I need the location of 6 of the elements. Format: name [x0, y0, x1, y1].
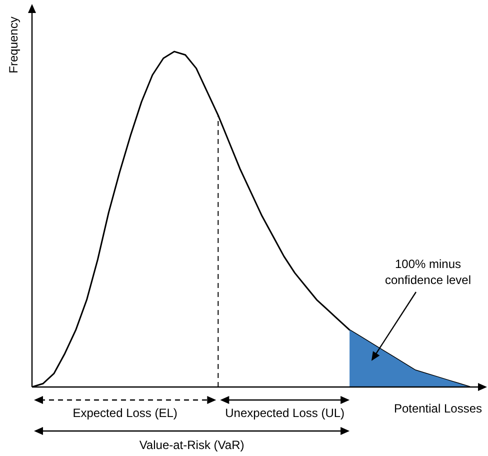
text: Unexpected Loss (UL)	[225, 406, 345, 420]
text: Value-at-Risk (VaR)	[139, 438, 244, 452]
text: Expected Loss (EL)	[72, 406, 178, 420]
annotation: 100% minus confidence level	[384, 257, 472, 287]
x-axis-title: Potential Losses	[394, 401, 482, 416]
y-axis-title: Frequency	[6, 16, 20, 74]
